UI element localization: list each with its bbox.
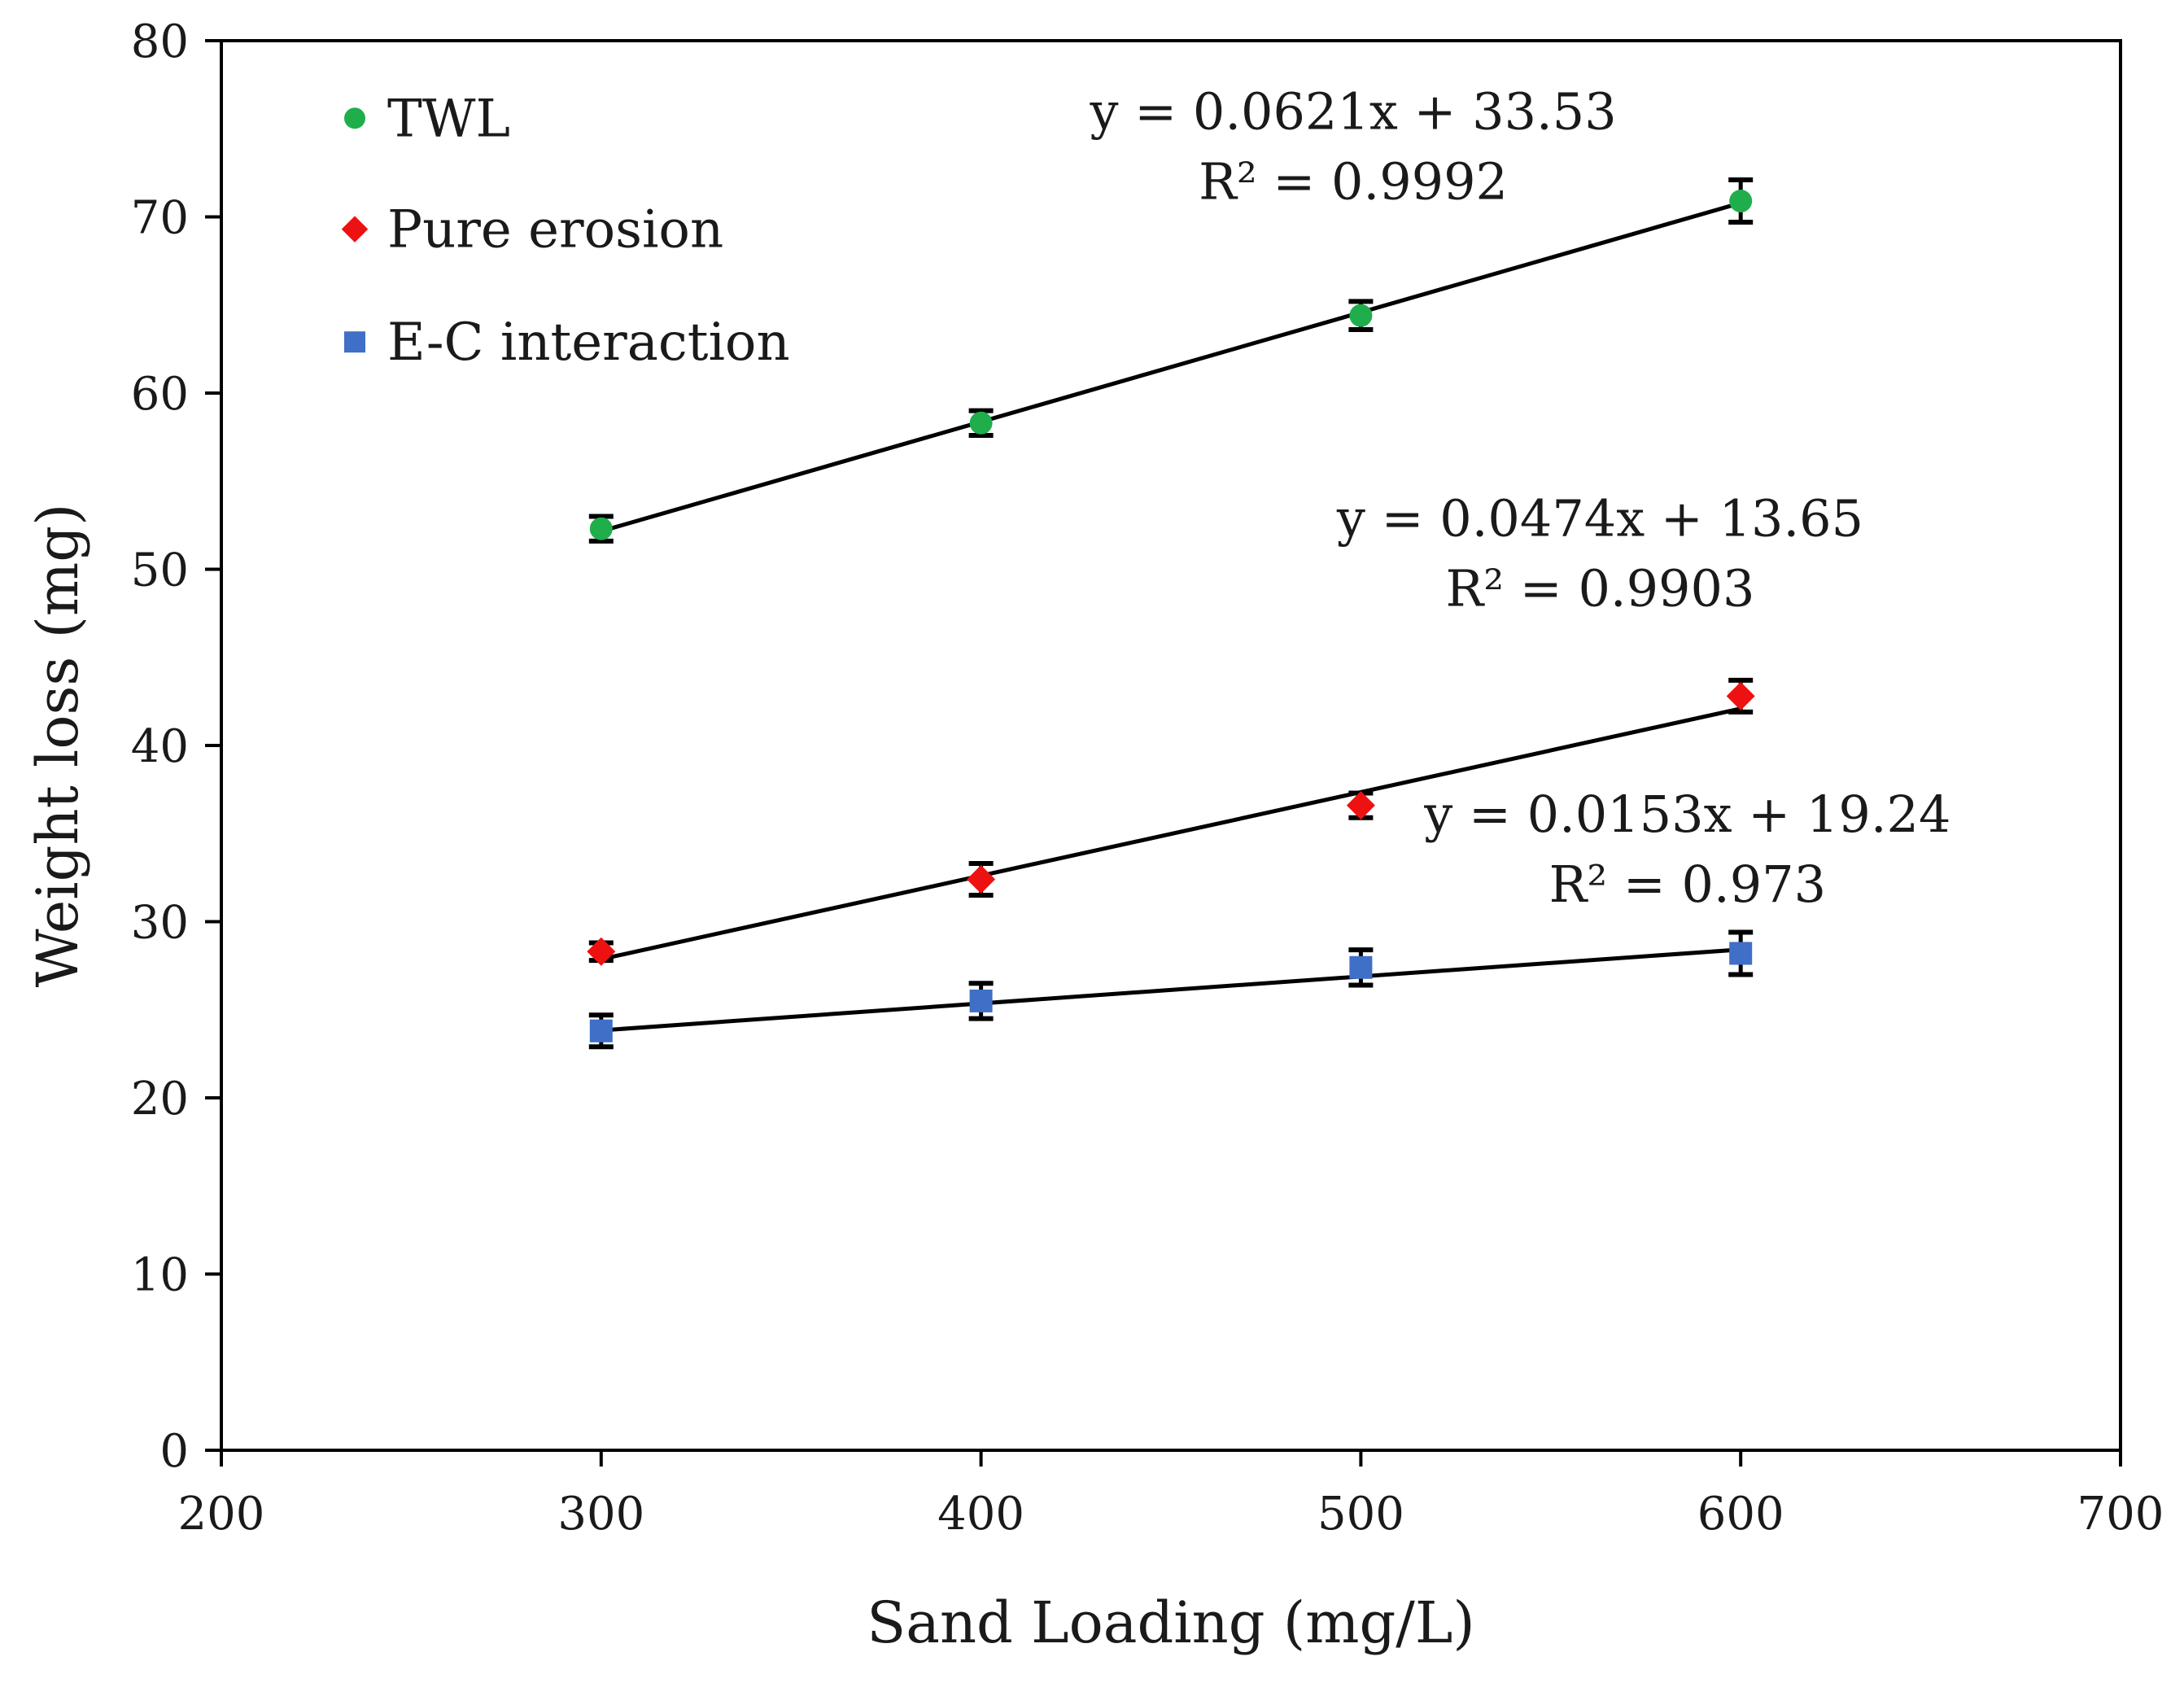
legend-marker-0 — [344, 107, 365, 129]
trendline-1 — [601, 706, 1741, 962]
x-tick-label: 400 — [937, 1488, 1024, 1541]
point-marker — [589, 1019, 613, 1043]
data-point — [968, 408, 994, 438]
point-marker — [1349, 955, 1373, 979]
data-point — [1348, 299, 1374, 333]
legend-label-1: Pure erosion — [387, 200, 723, 260]
trendline-r2-1: R² = 0.9903 — [1446, 558, 1755, 618]
data-point — [1726, 677, 1755, 715]
y-tick-label: 40 — [131, 720, 189, 773]
trendline-r2-2: R² = 0.973 — [1549, 855, 1826, 914]
trendline-0 — [601, 200, 1741, 534]
equation-labels: y = 0.0621x + 33.53 R² = 0.9992 y = 0.0474… — [1089, 81, 1950, 914]
legend-label-2: E-C interaction — [387, 313, 790, 373]
data-point — [968, 981, 994, 1021]
x-tick-label: 600 — [1697, 1488, 1784, 1541]
point-marker — [1349, 304, 1373, 327]
point-marker — [1729, 942, 1753, 965]
point-marker — [1726, 681, 1755, 710]
point-marker — [587, 937, 616, 966]
point-marker — [969, 989, 993, 1012]
y-tick-label: 30 — [131, 897, 189, 950]
y-tick-label: 20 — [131, 1073, 189, 1126]
x-tick-label: 200 — [178, 1488, 265, 1541]
point-marker — [967, 865, 996, 894]
data-point — [588, 1012, 614, 1050]
point-marker — [969, 411, 993, 435]
x-tick-label: 700 — [2077, 1488, 2164, 1541]
trendline-equation-2: y = 0.0153x + 19.24 — [1423, 785, 1950, 844]
axes: 200 300 400 500 600 700 0 10 20 30 40 50 60 70 80 Sand … — [24, 15, 2164, 1656]
point-marker — [1346, 791, 1375, 820]
data-point — [587, 937, 616, 966]
y-tick-label: 70 — [131, 192, 189, 245]
y-tick-label: 60 — [131, 368, 189, 421]
data-point — [1728, 929, 1754, 977]
data-point — [1346, 790, 1375, 820]
trendlines — [601, 200, 1741, 1033]
legend-marker-2 — [344, 331, 365, 353]
trendline-equation-0: y = 0.0621x + 33.53 — [1089, 81, 1616, 141]
y-tick-label: 10 — [131, 1249, 189, 1302]
legend: TWL Pure erosion E-C interaction — [341, 89, 790, 373]
y-tick-label: 80 — [131, 15, 189, 68]
y-axis-title: Weight loss (mg) — [24, 504, 91, 988]
trendline-2 — [601, 947, 1741, 1033]
x-axis-title: Sand Loading (mg/L) — [867, 1589, 1474, 1656]
y-tick-label: 0 — [159, 1425, 189, 1478]
data-point — [1728, 177, 1754, 225]
point-marker — [1729, 190, 1753, 213]
data-point — [967, 861, 996, 898]
trendline-equation-1: y = 0.0474x + 13.65 — [1336, 488, 1863, 548]
legend-label-0: TWL — [387, 89, 510, 149]
y-tick-label: 50 — [131, 544, 189, 597]
data-marks — [587, 177, 1755, 1050]
data-point — [588, 514, 614, 544]
x-tick-label: 500 — [1317, 1488, 1404, 1541]
trendline-r2-0: R² = 0.9992 — [1199, 151, 1508, 211]
point-marker — [589, 517, 613, 540]
data-point — [1348, 947, 1374, 988]
legend-marker-1 — [341, 216, 369, 243]
x-tick-label: 300 — [557, 1488, 644, 1541]
